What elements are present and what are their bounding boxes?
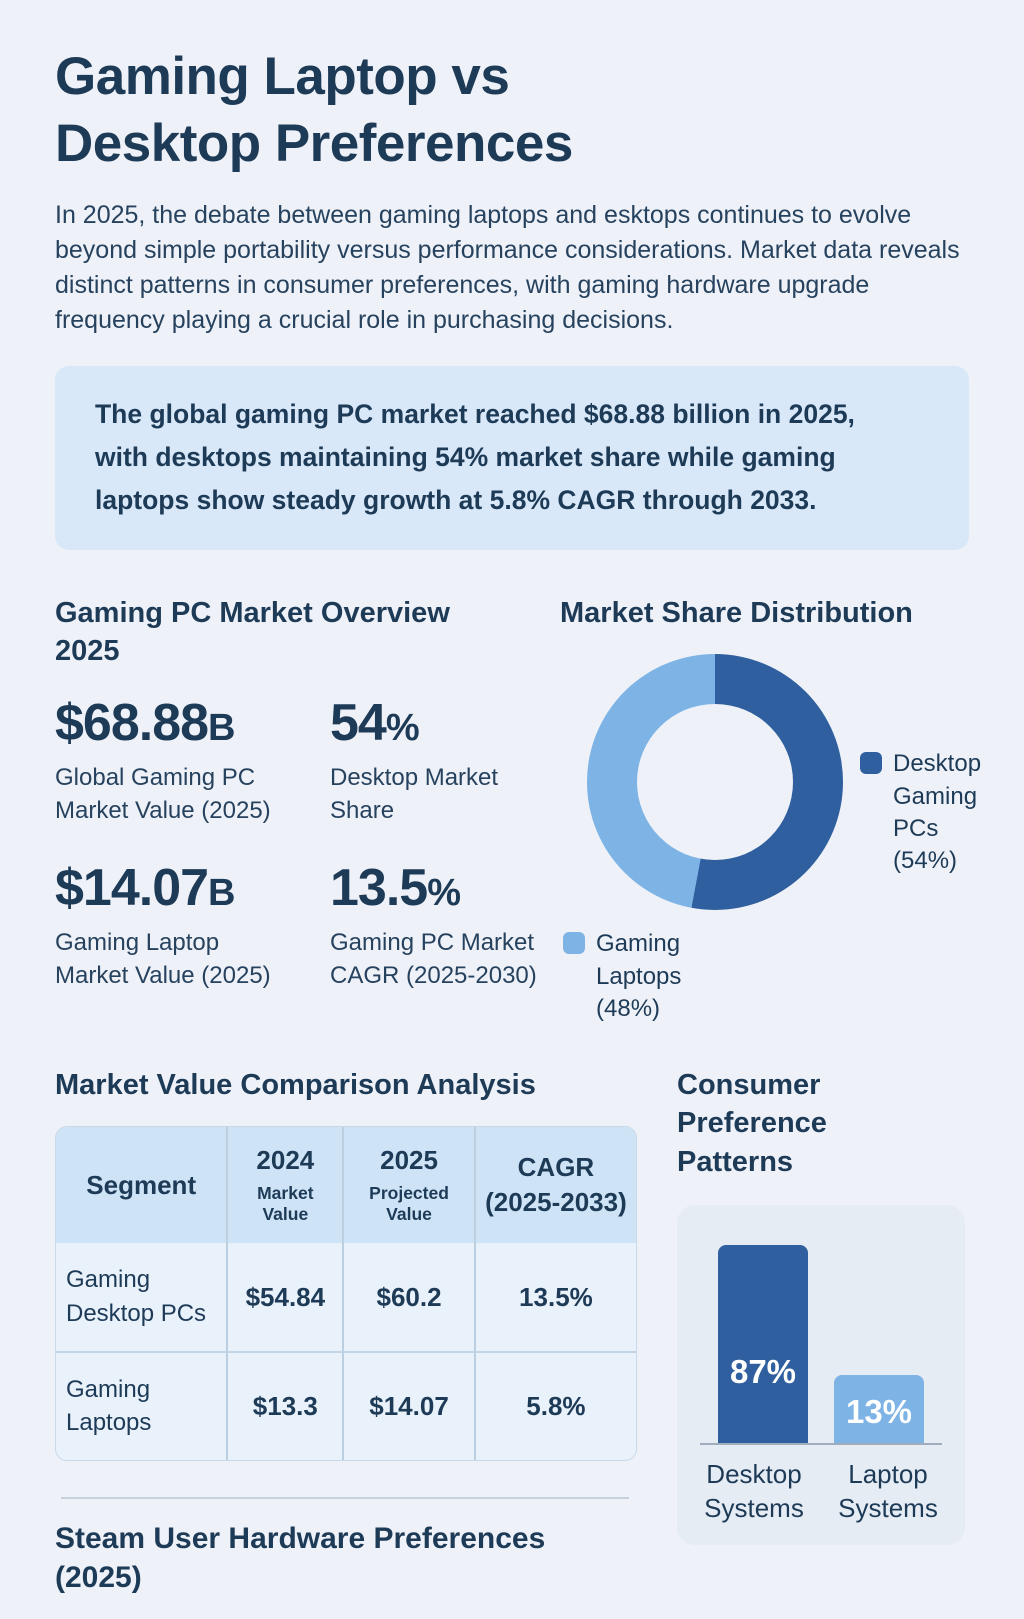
comparison-heading: Market Value Comparison Analysis — [55, 1069, 536, 1102]
cell-cagr: 5.8% — [473, 1350, 636, 1460]
legend-label: Desktop Gaming PCs (54%) — [893, 750, 982, 875]
stat-label: Global Gaming PC Market Value (2025) — [55, 764, 271, 825]
intro-paragraph: In 2025, the debate between gaming lapto… — [55, 200, 960, 334]
legend-swatch-dark-blue — [860, 752, 882, 775]
table-header-row: Segment 2024 Market Value 2025 Projected V… — [56, 1127, 636, 1244]
bar-value-label: 87% — [729, 1352, 797, 1390]
column-header-2024: 2024 Market Value — [226, 1127, 343, 1244]
stat-desktop-share: 54% Desktop Market Share — [330, 696, 560, 827]
stat-suffix: B — [208, 872, 236, 915]
legend-label: Gaming Laptops (48%) — [596, 930, 682, 1022]
page-title: Gaming Laptop vs Desktop Preferences — [55, 47, 573, 173]
bar-category-laptop: Laptop Systems — [838, 1458, 938, 1524]
overview-section: Gaming PC Market Overview 2025 $68.88B G… — [55, 594, 981, 1025]
preference-heading: Consumer Preference Patterns — [677, 1069, 827, 1178]
cell-cagr: 13.5% — [473, 1243, 636, 1351]
legend-item-gaming-laptops: Gaming Laptops (48%) — [563, 928, 714, 1025]
comparison-column: Market Value Comparison Analysis Segment… — [55, 1066, 637, 1619]
preference-chart-card: 87% 13% Desktop Systems Laptop Systems — [677, 1204, 965, 1545]
table-row-gaming-laptops: Gaming Laptops $13.3 $14.07 5.8% — [56, 1350, 636, 1460]
stat-label: Gaming PC Market CAGR (2025-2030) — [330, 928, 537, 989]
cell-2025-value: $14.07 — [342, 1350, 474, 1460]
column-header-2025: 2025 Projected Value — [342, 1127, 474, 1244]
steam-preferences-heading: Steam User Hardware Preferences (2025) — [55, 1521, 546, 1594]
column-header-segment: Segment — [56, 1127, 227, 1244]
donut-hole — [637, 704, 793, 861]
stat-value: 54 — [330, 694, 387, 753]
stat-market-cagr: 13.5% Gaming PC Market CAGR (2025-2030) — [330, 861, 560, 992]
stat-value: $68.88 — [55, 694, 209, 753]
bar-category-labels: Desktop Systems Laptop Systems — [699, 1457, 943, 1526]
callout-text: The global gaming PC market reached $68.… — [95, 398, 855, 516]
cell-segment: Gaming Laptops — [56, 1350, 227, 1460]
consumer-preference-column: Consumer Preference Patterns 87% 13% Des… — [677, 1066, 969, 1619]
stat-label: Gaming Laptop Market Value (2025) — [55, 928, 271, 989]
market-value-comparison-table: Segment 2024 Market Value 2025 Projected V… — [55, 1126, 637, 1461]
table-row-gaming-desktop-pcs: Gaming Desktop PCs $54.84 $60.2 13.5% — [56, 1243, 636, 1351]
cell-2025-value: $60.2 — [342, 1243, 474, 1351]
stat-value: $14.07 — [55, 859, 209, 918]
cell-segment: Gaming Desktop PCs — [56, 1243, 227, 1351]
stats-grid: $68.88B Global Gaming PC Market Value (2… — [55, 696, 560, 992]
analysis-section: Market Value Comparison Analysis Segment… — [55, 1066, 969, 1619]
donut-chart — [587, 654, 843, 911]
bar-chart: 87% 13% — [700, 1244, 942, 1445]
stat-suffix: % — [385, 707, 420, 750]
market-overview-column: Gaming PC Market Overview 2025 $68.88B G… — [55, 594, 560, 1024]
cell-2024-value: $54.84 — [226, 1243, 343, 1351]
cell-2024-value: $13.3 — [226, 1350, 343, 1460]
stat-laptop-market-value: $14.07B Gaming Laptop Market Value (2025… — [55, 861, 330, 992]
market-share-heading: Market Share Distribution — [560, 596, 913, 629]
stat-suffix: % — [427, 872, 462, 915]
stat-value: 13.5 — [330, 859, 428, 918]
column-header-cagr: CAGR (2025-2033) — [473, 1127, 636, 1244]
legend-swatch-light-blue — [563, 932, 585, 955]
market-share-chart: Desktop Gaming PCs (54%) Gaming Laptops … — [560, 652, 981, 1025]
bar-category-desktop: Desktop Systems — [704, 1458, 804, 1524]
stat-label: Desktop Market Share — [330, 764, 499, 825]
stat-global-market-value: $68.88B Global Gaming PC Market Value (2… — [55, 696, 330, 827]
market-share-column: Market Share Distribution Desktop Gaming… — [560, 594, 981, 1025]
legend-item-desktop-gaming-pcs: Desktop Gaming PCs (54%) — [860, 748, 981, 878]
stat-suffix: B — [208, 707, 236, 750]
section-divider — [61, 1496, 629, 1499]
bar-laptop-systems: 13% — [834, 1374, 924, 1443]
highlight-callout: The global gaming PC market reached $68.… — [55, 365, 969, 550]
overview-heading: Gaming PC Market Overview 2025 — [55, 596, 450, 668]
bar-value-label: 13% — [845, 1392, 913, 1430]
bar-desktop-systems: 87% — [718, 1244, 808, 1443]
